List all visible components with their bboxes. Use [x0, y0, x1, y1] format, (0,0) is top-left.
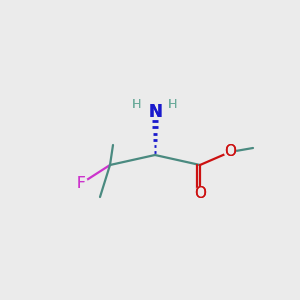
Circle shape	[76, 178, 88, 188]
Text: O: O	[194, 187, 206, 202]
Text: H: H	[131, 98, 141, 110]
Circle shape	[224, 146, 236, 158]
Circle shape	[149, 106, 161, 118]
Text: H: H	[167, 98, 177, 110]
Text: N: N	[148, 103, 162, 121]
Text: H: H	[167, 98, 177, 110]
Text: F: F	[76, 176, 85, 190]
Text: F: F	[76, 176, 85, 190]
Text: O: O	[224, 145, 236, 160]
Text: N: N	[148, 103, 162, 121]
Circle shape	[168, 100, 176, 108]
Text: O: O	[194, 187, 206, 202]
Text: O: O	[224, 145, 236, 160]
Circle shape	[194, 188, 206, 199]
Text: H: H	[131, 98, 141, 110]
Circle shape	[132, 100, 140, 108]
